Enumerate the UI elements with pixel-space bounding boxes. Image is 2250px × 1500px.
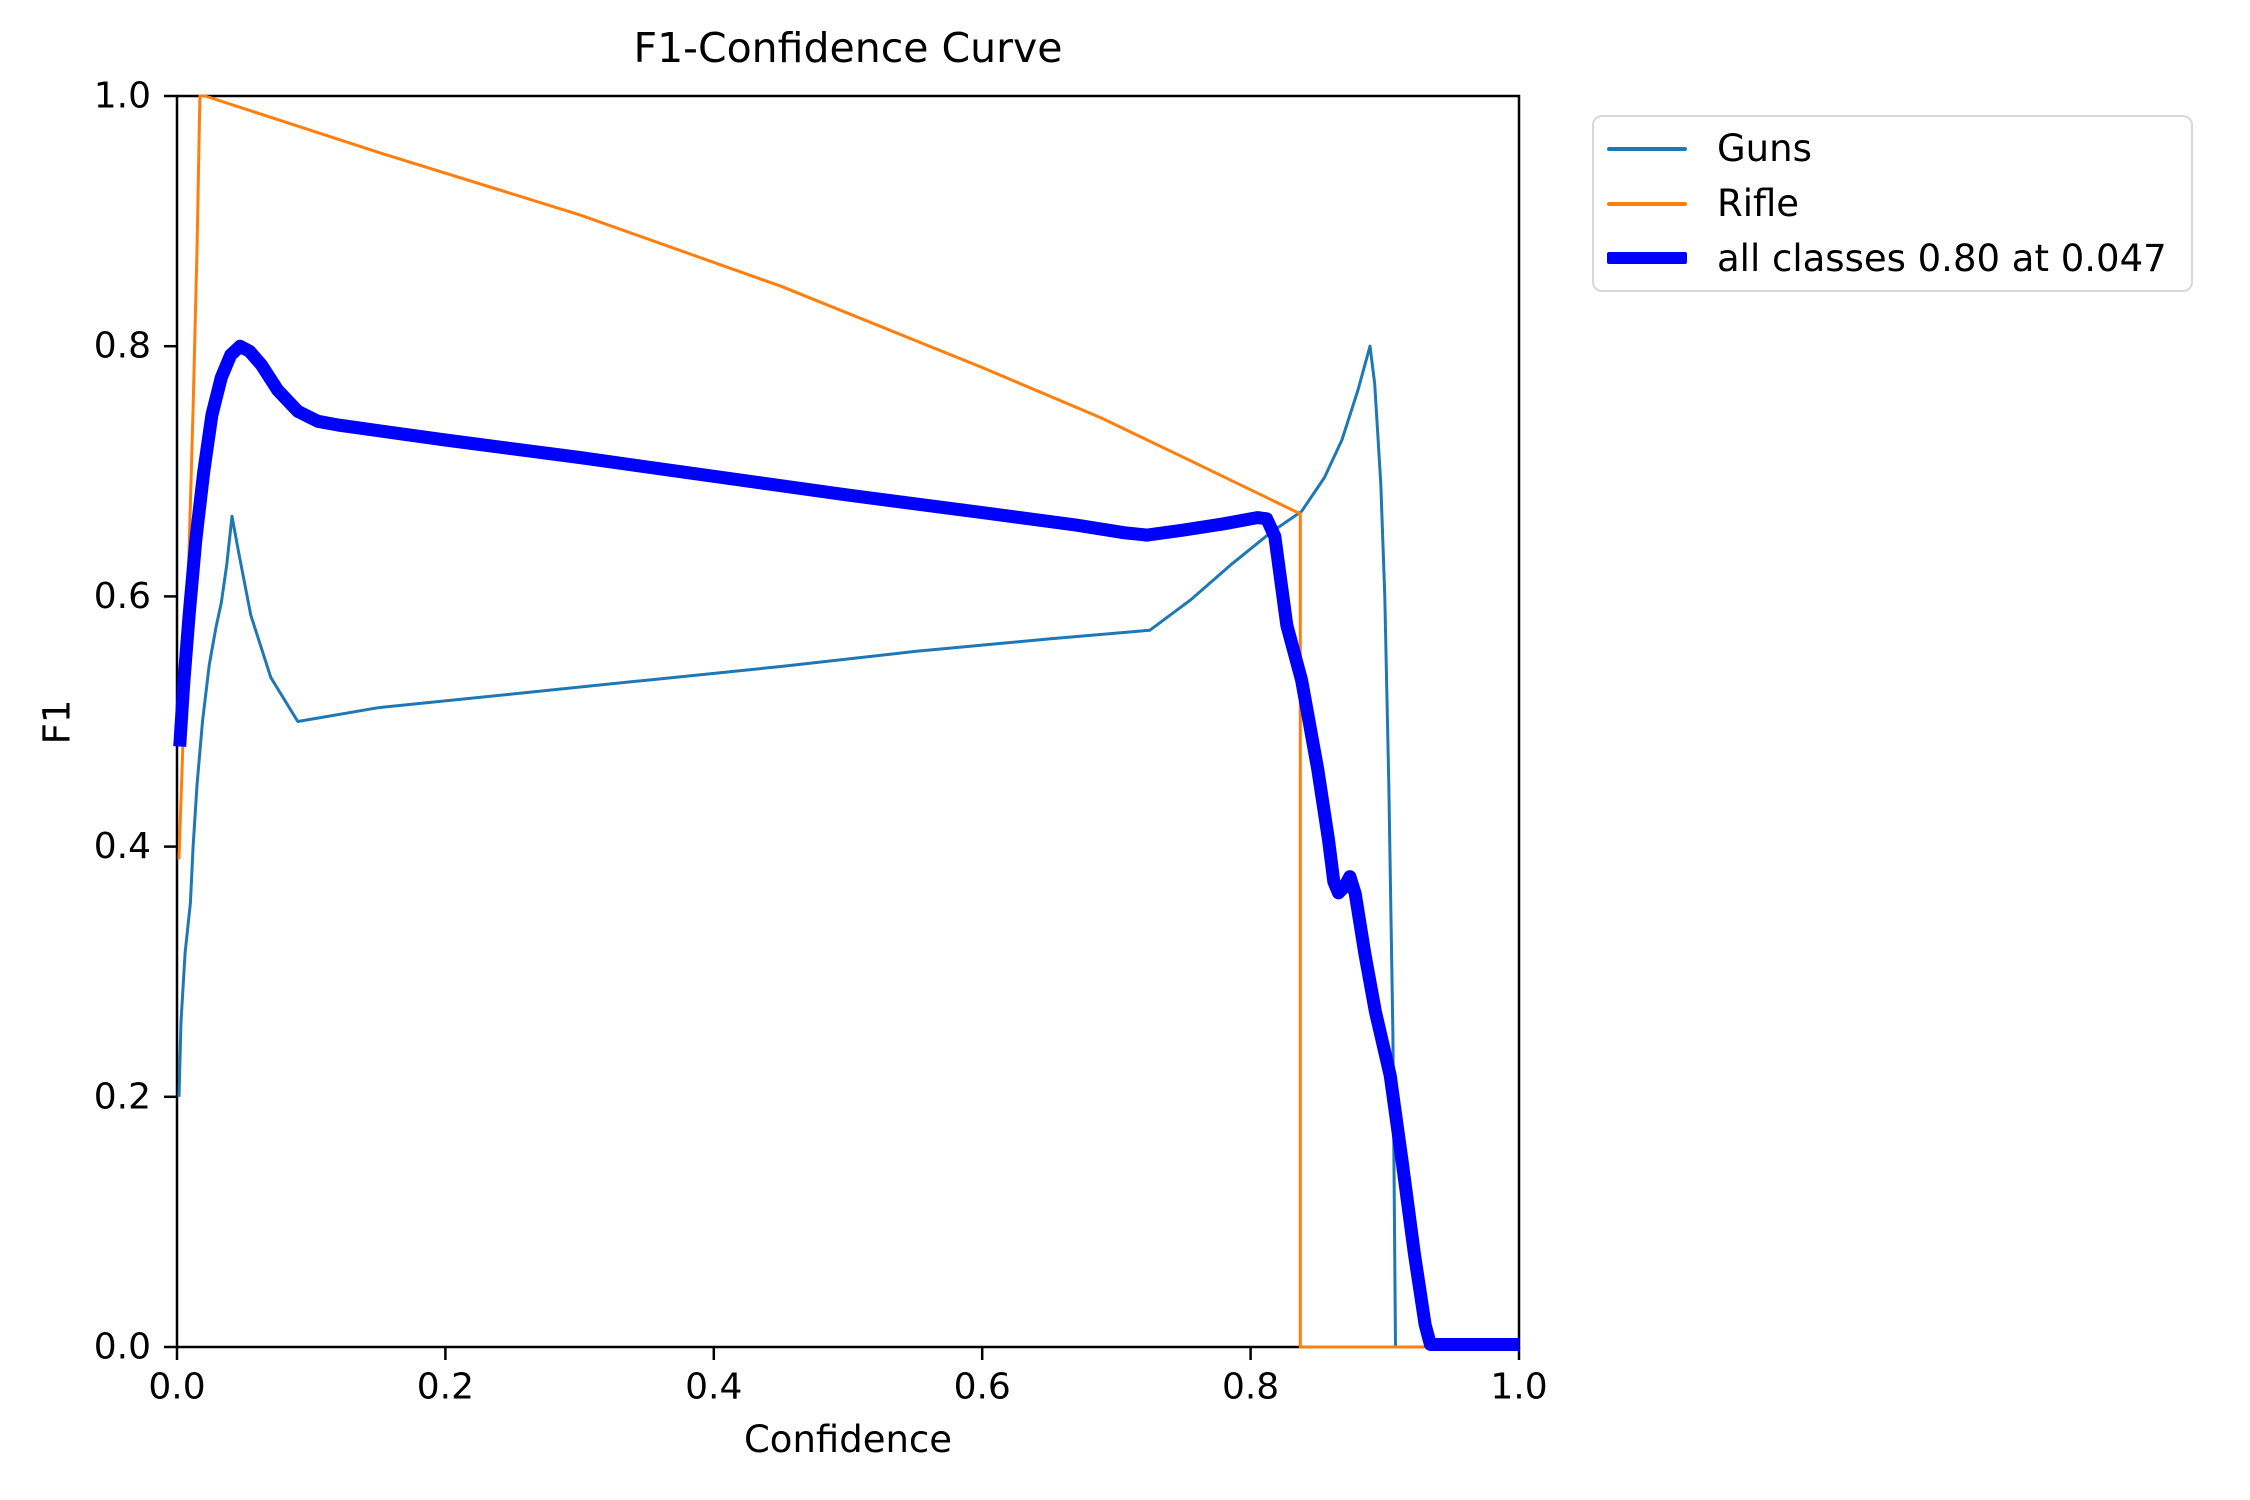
legend-item-all: all classes 0.80 at 0.047 [1594,231,2191,285]
y-tick-label: 0.8 [94,326,151,367]
chart-title: F1-Confidence Curve [633,24,1063,72]
legend-item-rifle: Rifle [1594,177,2191,231]
legend-label: all classes 0.80 at 0.047 [1717,236,2167,280]
x-tick-label: 0.2 [417,1367,474,1408]
x-axis-label: Confidence [743,1418,953,1461]
y-tick-label: 0.0 [94,1327,151,1368]
legend-label: Rifle [1717,182,1800,225]
x-tick-label: 0.4 [685,1367,742,1408]
legend-item-guns: Guns [1594,122,2191,176]
y-tick-label: 0.2 [94,1076,151,1117]
x-tick-label: 0.0 [148,1367,205,1408]
series-all-classes-line [173,339,1519,1351]
y-axis-label: F1 [35,699,79,745]
legend-line-sample [1607,201,1687,206]
series-rifle-line [177,94,1519,1349]
y-tick-label: 0.6 [94,576,151,617]
axes-spines [175,94,1521,1349]
legend-line-sample [1607,146,1687,151]
legend-line-sample [1607,252,1687,265]
series-guns-line [177,344,1397,1348]
x-tick-label: 1.0 [1490,1367,1547,1408]
y-tick-label: 1.0 [94,76,151,117]
legend: Guns Rifle all classes 0.80 at 0.047 [1592,115,2193,292]
y-tick-label: 0.4 [94,826,151,867]
x-tick-label: 0.6 [954,1367,1011,1408]
x-tick-label: 0.8 [1222,1367,1279,1408]
legend-label: Guns [1717,127,1812,171]
